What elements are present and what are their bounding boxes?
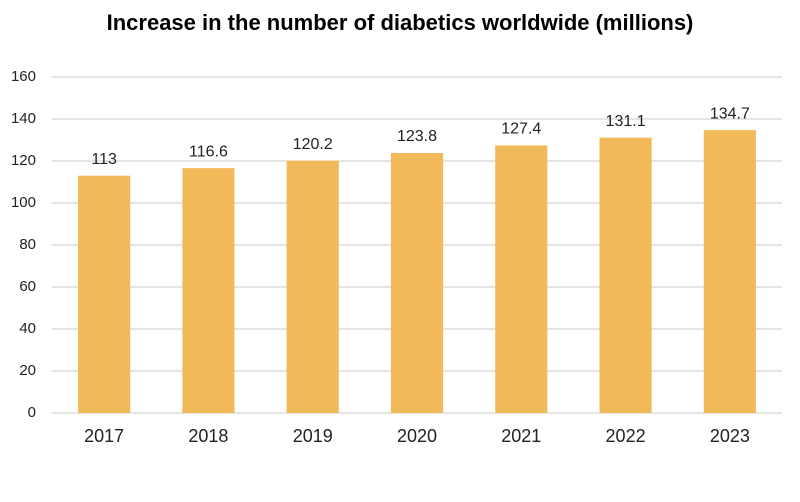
y-tick-label: 160 [11,68,36,85]
x-tick-label: 2020 [397,426,437,446]
y-tick-label: 120 [11,152,36,169]
data-label: 127.4 [501,121,541,138]
x-tick-label: 2022 [606,426,646,446]
x-tick-label: 2021 [501,426,541,446]
bar [78,175,131,413]
bar [182,168,235,413]
bar [286,160,339,413]
y-tick-label: 0 [28,404,36,421]
bar [599,137,652,413]
y-tick-label: 40 [19,320,36,337]
data-label: 134.7 [710,105,750,122]
y-tick-label: 100 [11,194,36,211]
x-tick-label: 2017 [84,426,124,446]
data-label: 131.1 [606,113,646,130]
data-label: 113 [91,151,117,168]
data-label: 120.2 [293,136,333,153]
bar [703,130,756,413]
y-tick-label: 80 [19,236,36,253]
x-tick-label: 2023 [710,426,750,446]
y-tick-label: 60 [19,278,36,295]
bar [495,145,548,413]
chart-title: Increase in the number of diabetics worl… [107,10,694,35]
x-tick-label: 2019 [293,426,333,446]
bar [390,153,444,413]
x-tick-label: 2018 [188,426,228,446]
data-label: 123.8 [397,128,437,145]
data-label: 116.6 [189,143,228,160]
y-tick-label: 20 [19,362,36,379]
y-tick-label: 140 [11,110,36,127]
